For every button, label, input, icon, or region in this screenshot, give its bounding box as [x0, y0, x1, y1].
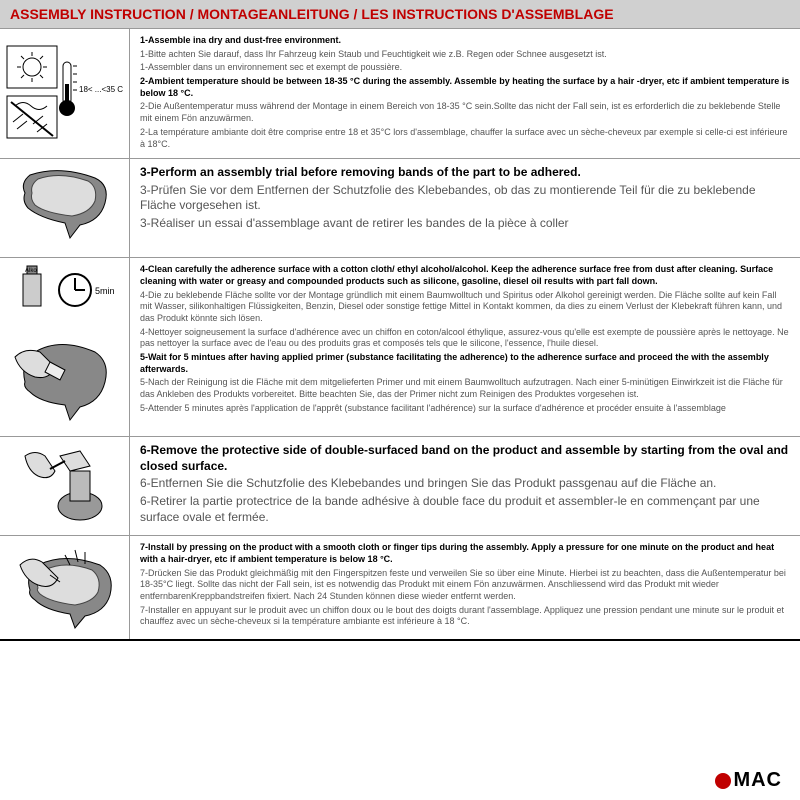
instruction-line: 7-Drücken Sie das Produkt gleichmäßig mi… — [140, 568, 790, 603]
instruction-line: 7-Installer en appuyant sur le produit a… — [140, 605, 790, 628]
peel-icon-cell — [0, 437, 130, 535]
instruction-row: 6-Remove the protective side of double-s… — [0, 437, 800, 536]
instruction-line: 4-Die zu beklebende Fläche sollte vor de… — [140, 290, 790, 325]
logo-dot-icon — [715, 773, 731, 789]
instruction-line: 6-Remove the protective side of double-s… — [140, 443, 790, 474]
text-cell-1: 1-Assemble ina dry and dust-free environ… — [130, 29, 800, 158]
instruction-line: 5-Attender 5 minutes après l'application… — [140, 403, 790, 415]
instruction-line: 4-Clean carefully the adherence surface … — [140, 264, 790, 287]
mirror-icon — [10, 163, 120, 253]
instruction-line: 3-Perform an assembly trial before remov… — [140, 165, 790, 181]
clean-icon-cell: Alkol 5min — [0, 258, 130, 436]
temperature-icon: 18< ...<35 C — [5, 44, 125, 144]
instruction-line: 6-Retirer la partie protectrice de la ba… — [140, 494, 790, 525]
instruction-line: 4-Nettoyer soigneusement la surface d'ad… — [140, 327, 790, 350]
text-cell-4: 6-Remove the protective side of double-s… — [130, 437, 800, 535]
mirror-icon-cell — [0, 159, 130, 257]
instruction-line: 1-Assemble ina dry and dust-free environ… — [140, 35, 790, 47]
peel-icon — [10, 441, 120, 531]
instruction-line: 1-Assembler dans un environnement sec et… — [140, 62, 790, 74]
instruction-line: 7-Install by pressing on the product wit… — [140, 542, 790, 565]
alcohol-label: Alkol — [25, 268, 38, 274]
instruction-line: 6-Entfernen Sie die Schutzfolie des Kleb… — [140, 476, 790, 492]
footer-logo: MAC — [715, 769, 782, 792]
text-cell-3: 4-Clean carefully the adherence surface … — [130, 258, 800, 436]
instruction-line: 2-La température ambiante doit être comp… — [140, 127, 790, 150]
text-cell-5: 7-Install by pressing on the product wit… — [130, 536, 800, 639]
instruction-line: 3-Réaliser un essai d'assemblage avant d… — [140, 216, 790, 232]
instruction-line: 1-Bitte achten Sie darauf, dass Ihr Fahr… — [140, 49, 790, 61]
instruction-row: Alkol 5min 4-Clean carefully the adheren… — [0, 258, 800, 437]
header-title: ASSEMBLY INSTRUCTION / MONTAGEANLEITUNG … — [0, 0, 800, 29]
temp-icon-cell: 18< ...<35 C — [0, 29, 130, 158]
omac-logo: MAC — [715, 769, 782, 792]
text-cell-2: 3-Perform an assembly trial before remov… — [130, 159, 800, 257]
instruction-row: 7-Install by pressing on the product wit… — [0, 536, 800, 641]
instruction-line: 5-Nach der Reinigung ist die Fläche mit … — [140, 377, 790, 400]
press-icon — [10, 540, 120, 635]
instruction-line: 3-Prüfen Sie vor dem Entfernen der Schut… — [140, 183, 790, 214]
time-label: 5min — [95, 286, 115, 296]
press-icon-cell — [0, 536, 130, 639]
instruction-row: 3-Perform an assembly trial before remov… — [0, 159, 800, 258]
clean-icon: Alkol 5min — [5, 262, 125, 432]
temp-range-label: 18< ...<35 C — [79, 85, 123, 94]
instruction-line: 2-Ambient temperature should be between … — [140, 76, 790, 99]
instruction-row: 18< ...<35 C 1-Assemble ina dry and dust… — [0, 29, 800, 159]
logo-text: MAC — [733, 769, 782, 792]
instruction-line: 5-Wait for 5 mintues after having applie… — [140, 352, 790, 375]
instruction-line: 2-Die Außentemperatur muss während der M… — [140, 101, 790, 124]
